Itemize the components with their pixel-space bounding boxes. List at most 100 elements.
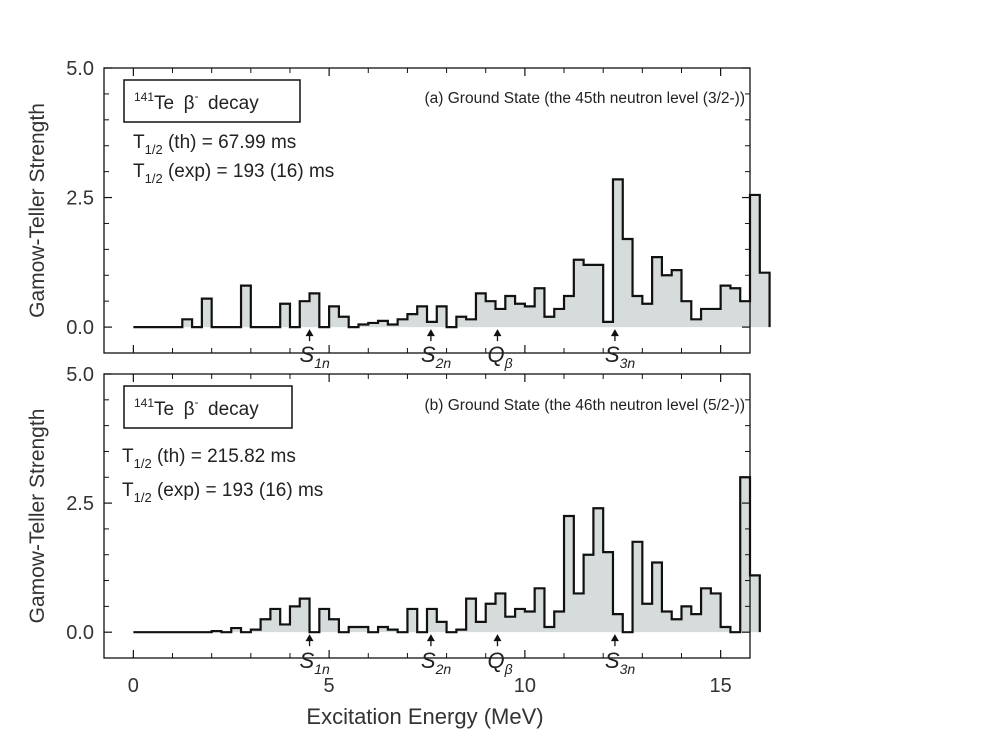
bar-bin [633, 296, 643, 327]
bar-bin [603, 552, 613, 632]
bar-bin [681, 606, 691, 632]
bar-bin [672, 270, 682, 327]
x-tick-label: 10 [514, 675, 536, 697]
decay-label: 141Te β- decay [134, 395, 259, 420]
bar-bin [554, 309, 564, 327]
y-axis-label: Gamow-Teller Strength [26, 103, 49, 318]
bar-bin [486, 604, 496, 632]
bar-bin [623, 239, 633, 327]
x-axis-label: Excitation Energy (MeV) [306, 704, 543, 729]
bar-bin [554, 612, 564, 633]
half-life-note: T1/2 (exp) = 193 (16) ms [133, 161, 334, 186]
bar-bin [662, 612, 672, 633]
bar-bin [525, 306, 535, 327]
bar-bin [417, 306, 427, 327]
histogram-outline [133, 476, 761, 634]
bar-bin [593, 265, 603, 327]
bar-bin [319, 609, 329, 632]
bar-bin [613, 179, 623, 327]
bar-bin [300, 599, 310, 633]
threshold-label: Qβ [487, 342, 512, 371]
bar-bin [691, 614, 701, 632]
threshold-label: S3n [605, 648, 635, 677]
bar-bin [310, 293, 320, 327]
bar-bin [496, 309, 506, 327]
bar-bin [505, 296, 515, 327]
y-tick-label: 0.0 [66, 622, 94, 644]
threshold-arrowhead [610, 634, 619, 642]
bar-bin [535, 288, 545, 327]
threshold-label: S1n [300, 648, 330, 677]
bar-bin [290, 606, 300, 632]
bar-bin [544, 317, 554, 327]
bar-bin [535, 588, 545, 632]
bar-bin [466, 319, 476, 327]
bar-bin [701, 588, 711, 632]
bar-bin [740, 301, 750, 327]
bar-bin [329, 306, 339, 327]
plot-frame [103, 67, 751, 354]
half-life-note: T1/2 (exp) = 193 (16) ms [122, 480, 323, 505]
y-axis-label: Gamow-Teller Strength [26, 409, 49, 624]
bar-bin [642, 604, 652, 632]
threshold-arrowhead [426, 634, 435, 642]
histogram-fill [133, 179, 770, 328]
y-tick-label: 2.5 [66, 188, 94, 210]
bar-bin [300, 301, 310, 327]
bar-bin [280, 624, 290, 632]
threshold-arrowhead [493, 634, 502, 642]
threshold-arrowhead [426, 329, 435, 337]
bar-bin [466, 599, 476, 633]
bar-bin [584, 265, 594, 327]
bar-bin [329, 619, 339, 632]
bar-bin [456, 317, 466, 327]
bar-bin [672, 619, 682, 632]
bar-bin [711, 593, 721, 632]
bar-bin [681, 301, 691, 327]
bar-bin [574, 260, 584, 327]
half-life-note: T1/2 (th) = 215.82 ms [122, 446, 296, 471]
bar-bin [261, 619, 271, 632]
bar-bin [496, 593, 506, 632]
bar-bin [701, 309, 711, 327]
bar-bin [280, 304, 290, 327]
bar-bin [613, 614, 623, 632]
bar-bin [476, 293, 486, 327]
threshold-arrowhead [493, 329, 502, 337]
x-tick-label: 0 [128, 675, 139, 697]
bar-bin [564, 296, 574, 327]
bar-bin [730, 288, 740, 327]
bar-bin [760, 273, 770, 327]
panel-title: (b) Ground State (the 46th neutron level… [425, 397, 746, 414]
bar-bin [564, 516, 574, 632]
panel-title: (a) Ground State (the 45th neutron level… [425, 90, 746, 107]
bar-bin [750, 195, 760, 327]
bar-bin [241, 286, 251, 327]
bar-bin [437, 622, 447, 632]
y-tick-label: 5.0 [66, 58, 94, 80]
bar-bin [574, 593, 584, 632]
bar-bin [476, 622, 486, 632]
bar-bin [182, 319, 192, 327]
threshold-arrowhead [305, 634, 314, 642]
y-tick-label: 2.5 [66, 493, 94, 515]
bar-bin [505, 617, 515, 632]
x-tick-label: 5 [324, 675, 335, 697]
bar-bin [270, 609, 280, 632]
y-tick-label: 0.0 [66, 317, 94, 339]
bar-bin [584, 555, 594, 632]
bar-bin [711, 309, 721, 327]
decay-label-box [123, 79, 301, 123]
bar-bin [486, 301, 496, 327]
bar-bin [427, 609, 437, 632]
bar-bin [691, 319, 701, 327]
bar-bin [407, 609, 417, 632]
bar-bin [202, 299, 212, 328]
threshold-label: S2n [421, 648, 451, 677]
bar-bin [750, 575, 760, 632]
threshold-arrowhead [610, 329, 619, 337]
bar-bin [721, 286, 731, 327]
bar-bin [407, 314, 417, 327]
bar-bin [398, 319, 408, 327]
